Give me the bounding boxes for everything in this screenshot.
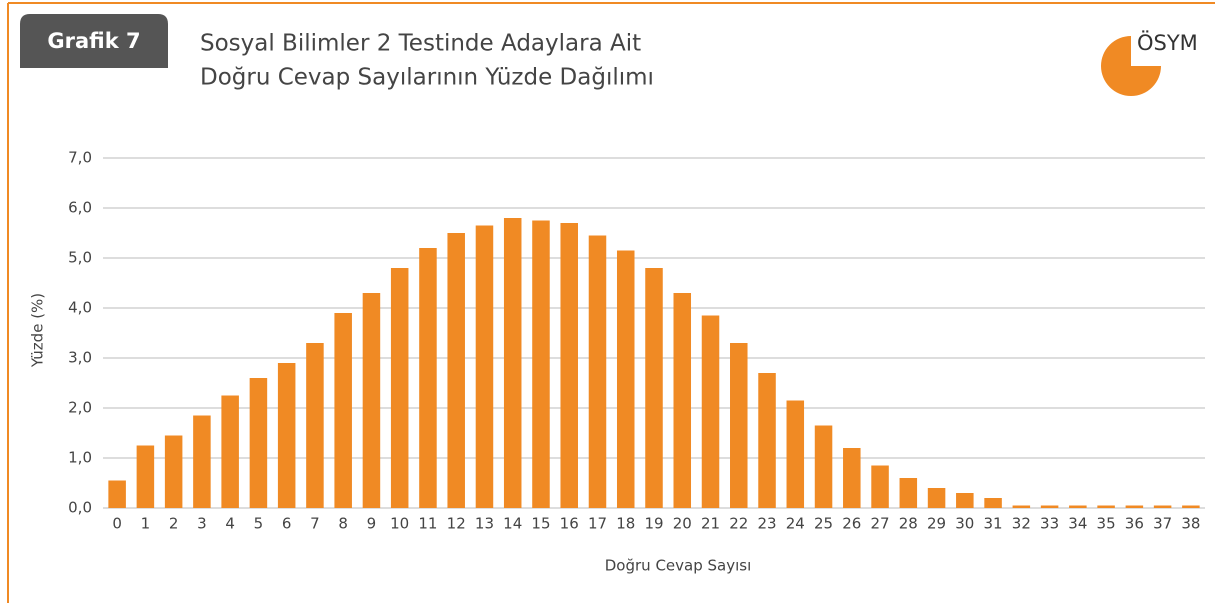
bar xyxy=(843,448,861,508)
x-tick-label: 28 xyxy=(899,515,918,533)
bar xyxy=(1012,505,1031,508)
chart-title: Sosyal Bilimler 2 Testinde Adaylara Ait xyxy=(200,31,641,57)
bar xyxy=(588,235,607,508)
x-tick-label: 21 xyxy=(701,515,720,533)
bar xyxy=(1040,505,1059,508)
bar xyxy=(1097,505,1115,508)
bar xyxy=(475,225,494,508)
x-tick-label: 19 xyxy=(644,515,663,533)
bar xyxy=(277,363,296,508)
bar xyxy=(221,395,239,508)
y-tick-label: 1,0 xyxy=(68,449,92,467)
y-tick-label: 2,0 xyxy=(68,399,92,417)
bar xyxy=(1182,505,1200,508)
x-tick-label: 31 xyxy=(984,515,1003,533)
x-tick-label: 1 xyxy=(141,515,151,533)
bar xyxy=(616,250,635,508)
bar xyxy=(362,293,381,508)
bar xyxy=(814,425,833,508)
x-tick-label: 38 xyxy=(1181,515,1200,533)
x-tick-label: 10 xyxy=(390,515,409,533)
x-axis-label: Doğru Cevap Sayısı xyxy=(605,557,752,575)
bar xyxy=(899,478,918,508)
figure-label: Grafik 7 xyxy=(47,29,140,53)
bar xyxy=(193,415,211,508)
x-tick-label: 29 xyxy=(927,515,946,533)
bar xyxy=(1069,505,1087,508)
y-tick-label: 6,0 xyxy=(68,199,92,217)
bar xyxy=(786,400,805,508)
chart-title: Doğru Cevap Sayılarının Yüzde Dağılımı xyxy=(200,65,654,91)
bar xyxy=(306,343,324,508)
x-tick-label: 8 xyxy=(338,515,348,533)
bar xyxy=(419,248,437,508)
x-tick-label: 4 xyxy=(225,515,235,533)
x-tick-label: 25 xyxy=(814,515,833,533)
bar xyxy=(758,373,776,508)
x-tick-label: 2 xyxy=(169,515,179,533)
x-tick-label: 24 xyxy=(786,515,805,533)
bar xyxy=(447,233,465,508)
x-tick-label: 14 xyxy=(503,515,522,533)
x-tick-label: 5 xyxy=(254,515,264,533)
x-tick-label: 9 xyxy=(367,515,377,533)
x-tick-label: 26 xyxy=(842,515,861,533)
x-tick-label: 34 xyxy=(1068,515,1087,533)
x-tick-label: 3 xyxy=(197,515,207,533)
x-tick-label: 37 xyxy=(1153,515,1172,533)
bar xyxy=(1125,505,1144,508)
x-tick-label: 33 xyxy=(1040,515,1059,533)
figure-label-box xyxy=(20,14,168,68)
x-tick-label: 12 xyxy=(447,515,466,533)
x-tick-label: 11 xyxy=(418,515,437,533)
x-tick-label: 30 xyxy=(955,515,974,533)
bar xyxy=(560,223,578,508)
x-tick-label: 6 xyxy=(282,515,292,533)
bar xyxy=(390,268,409,508)
bar xyxy=(871,465,889,508)
bar xyxy=(334,313,352,508)
y-tick-label: 0,0 xyxy=(68,499,92,517)
bar xyxy=(249,378,268,508)
x-tick-label: 15 xyxy=(531,515,550,533)
y-tick-label: 5,0 xyxy=(68,249,92,267)
y-tick-label: 3,0 xyxy=(68,349,92,367)
x-tick-label: 36 xyxy=(1125,515,1144,533)
bar xyxy=(927,488,946,508)
bar xyxy=(136,445,155,508)
x-tick-label: 17 xyxy=(588,515,607,533)
x-tick-label: 22 xyxy=(729,515,748,533)
x-tick-label: 23 xyxy=(757,515,776,533)
bar xyxy=(956,493,974,508)
x-tick-label: 16 xyxy=(560,515,579,533)
logo-mark xyxy=(1101,36,1161,96)
x-tick-label: 0 xyxy=(112,515,122,533)
bar xyxy=(108,480,126,508)
y-axis-label: Yüzde (%) xyxy=(29,293,47,368)
y-tick-label: 7,0 xyxy=(68,149,92,167)
x-tick-label: 35 xyxy=(1097,515,1116,533)
x-tick-label: 27 xyxy=(871,515,890,533)
bar xyxy=(701,315,720,508)
bar xyxy=(1153,505,1172,508)
x-tick-label: 20 xyxy=(673,515,692,533)
bar xyxy=(984,498,1002,508)
x-tick-label: 32 xyxy=(1012,515,1031,533)
bar xyxy=(164,435,183,508)
bar xyxy=(673,293,692,508)
x-tick-label: 13 xyxy=(475,515,494,533)
x-tick-label: 18 xyxy=(616,515,635,533)
logo-text: ÖSYM xyxy=(1137,30,1198,55)
y-tick-label: 4,0 xyxy=(68,299,92,317)
bar xyxy=(645,268,663,508)
bar xyxy=(730,343,748,508)
bar xyxy=(532,220,550,508)
bar xyxy=(503,218,522,508)
x-tick-label: 7 xyxy=(310,515,320,533)
